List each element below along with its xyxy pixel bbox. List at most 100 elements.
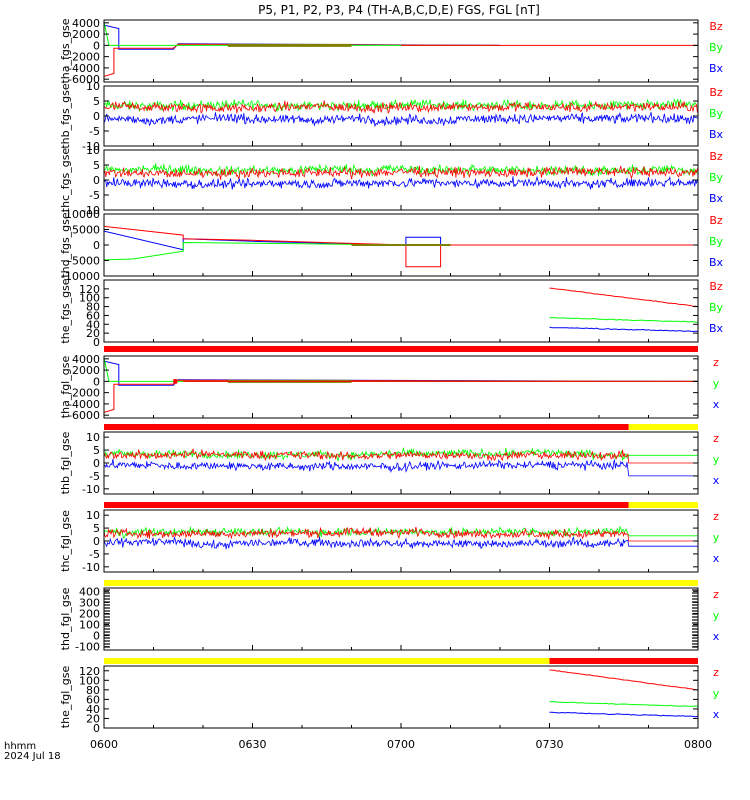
legend-z: z (713, 666, 719, 679)
legend-x: x (713, 474, 720, 487)
y-tick-label: 0 (93, 39, 100, 52)
y-tick-label: -10 (82, 561, 100, 574)
series-group (104, 98, 698, 127)
series-By (104, 21, 500, 46)
y-tick-label: 300 (79, 596, 100, 609)
series-Bz (549, 287, 698, 307)
y-tick-label: -5 (89, 189, 100, 202)
y-tick-label: -4000 (68, 62, 100, 75)
y-tick-label: 0 (93, 336, 100, 349)
panel-frame (103, 355, 699, 419)
y-tick-label: -6000 (68, 409, 100, 422)
legend-y: y (713, 609, 720, 622)
series-Bz (104, 225, 698, 268)
series-group (549, 669, 698, 718)
y-tick-label: 60 (86, 309, 100, 322)
legend-Bx: Bx (709, 128, 724, 141)
x-tick-label: 0700 (387, 738, 415, 751)
y-tick-label: -100 (75, 641, 100, 654)
legend-y: y (713, 453, 720, 466)
panel-thb-fgs-gse: 10 5 0 -5 -10 thb_fgs_gse Bz By Bx (59, 80, 724, 153)
legend-z: z (713, 510, 719, 523)
legend-x: x (713, 398, 720, 411)
series-Bx (104, 230, 698, 251)
y-tick-label: -5 (89, 125, 100, 138)
x-tick-label: 0630 (239, 738, 267, 751)
footer-hhmm: hhmm (4, 741, 36, 752)
mode-bar-segment-1 (104, 502, 629, 508)
legend-By: By (709, 107, 724, 120)
y-tick-label: -5000 (68, 255, 100, 268)
legend-Bx: Bx (709, 256, 724, 269)
legend-By: By (709, 301, 724, 314)
series-y (104, 357, 698, 382)
y-tick-label: -2000 (68, 51, 100, 64)
y-tick-label: 100 (79, 619, 100, 632)
series-Bx (549, 326, 698, 333)
series-By (104, 163, 698, 177)
legend-Bz: Bz (709, 150, 723, 163)
y-axis-label: thb_fgs_gse (59, 83, 72, 149)
legend-y: y (713, 687, 720, 700)
y-tick-label: 5 (93, 522, 100, 535)
mode-bar-segment-1 (104, 580, 698, 586)
y-axis-label: the_fgs_gse (59, 278, 72, 343)
legend-By: By (709, 171, 724, 184)
series-x (104, 536, 698, 550)
series-group (104, 163, 698, 190)
y-tick-label: -10 (82, 483, 100, 496)
y-tick-label: 4000 (72, 353, 100, 366)
y-tick-label: 5 (93, 444, 100, 457)
series-group (104, 525, 698, 550)
legend-Bz: Bz (709, 214, 723, 227)
y-axis-label: thc_fgl_gse (59, 510, 72, 572)
mode-bar-segment-2 (628, 502, 698, 508)
y-tick-label: 0 (93, 110, 100, 123)
legend-x: x (713, 708, 720, 721)
mode-bar-segment-1 (104, 424, 629, 430)
y-tick-label: -10 (82, 140, 100, 153)
y-axis-label: tha_fgl_gse (59, 356, 72, 419)
series-z (104, 379, 698, 413)
series-Bx (104, 175, 698, 190)
series-By (549, 317, 698, 323)
y-tick-label: 120 (79, 283, 100, 296)
legend-x: x (713, 630, 720, 643)
time-axis: 0600 0630 0700 0730 0800 (90, 738, 712, 751)
series-Bz (104, 100, 698, 114)
y-tick-label: 10 (86, 144, 100, 157)
y-tick-label: 2000 (72, 28, 100, 41)
series-group (104, 225, 698, 268)
y-tick-label: -2000 (68, 387, 100, 400)
legend-Bz: Bz (709, 20, 723, 33)
series-group (549, 287, 698, 333)
y-axis-label: thd_fgl_gse (59, 587, 72, 650)
panel-frame (103, 665, 699, 729)
panel-frame (103, 279, 699, 343)
series-Bz (104, 165, 698, 180)
series-By (104, 98, 698, 112)
y-tick-label: 20 (86, 712, 100, 725)
legend-Bx: Bx (709, 192, 724, 205)
y-tick-label: 0 (93, 722, 100, 735)
legend-By: By (709, 41, 724, 54)
y-tick-label: 0 (93, 630, 100, 643)
series-group (104, 21, 698, 77)
x-tick-label: 0800 (684, 738, 712, 751)
series-group (104, 357, 698, 413)
y-tick-label: -4000 (68, 398, 100, 411)
series-z (549, 669, 698, 691)
panel-frame (103, 149, 699, 211)
legend-z: z (713, 356, 719, 369)
legend-z: z (713, 588, 719, 601)
legend-z: z (713, 432, 719, 445)
y-tick-label: 10 (86, 431, 100, 444)
legend-Bx: Bx (709, 62, 724, 75)
legend-y: y (713, 377, 720, 390)
